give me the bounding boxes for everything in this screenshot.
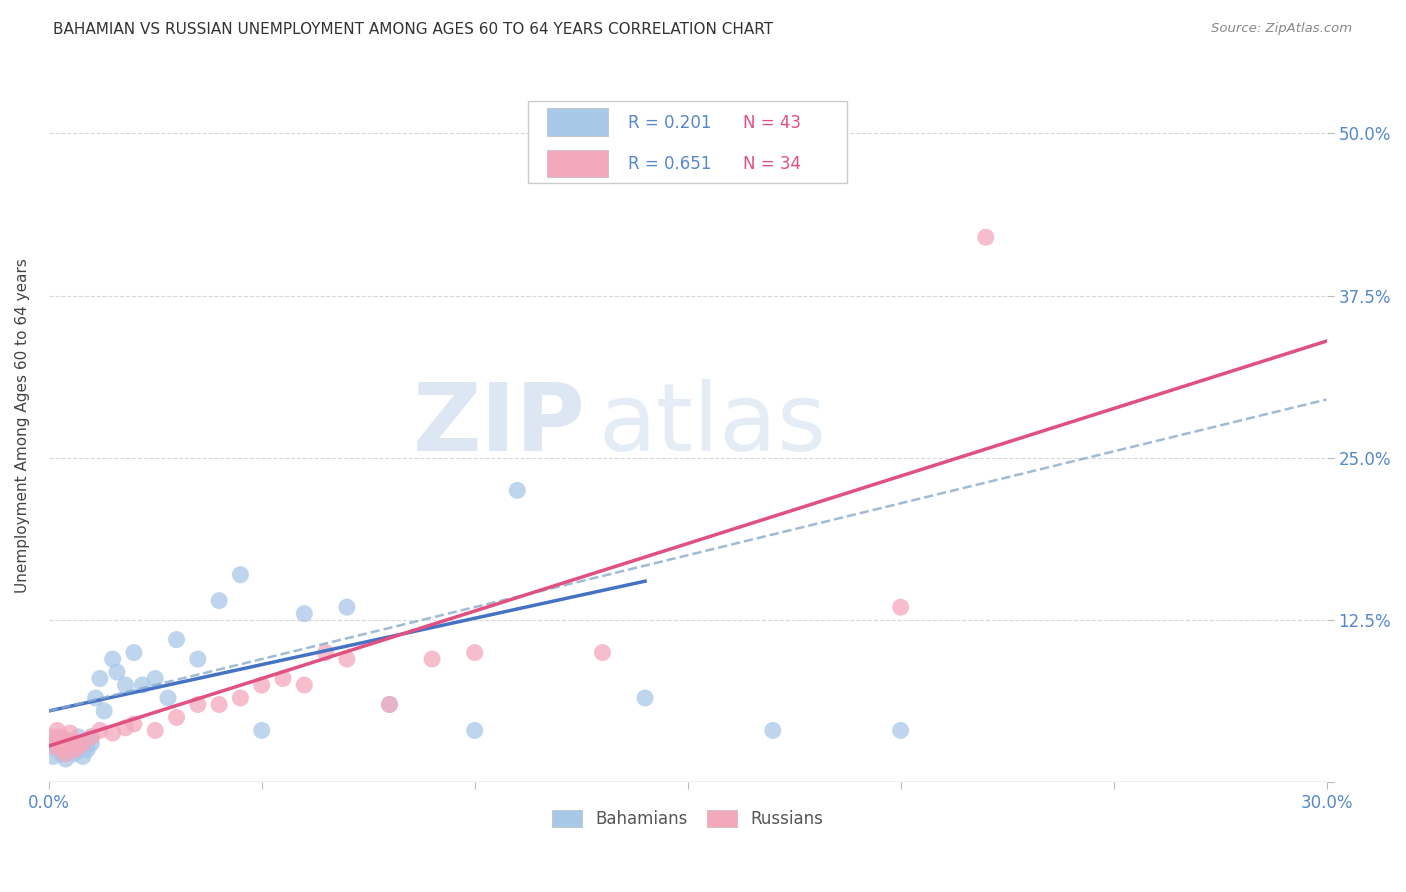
Point [420, 652, 443, 666]
Point [378, 698, 401, 712]
Point [336, 652, 359, 666]
Point [506, 483, 529, 498]
Point [315, 646, 337, 660]
Point [122, 646, 145, 660]
Point [42, 749, 65, 764]
Text: Source: ZipAtlas.com: Source: ZipAtlas.com [1212, 22, 1353, 36]
Point [166, 710, 188, 724]
Point [55, 734, 77, 748]
Point [229, 567, 252, 582]
Point [51, 743, 73, 757]
Point [101, 726, 124, 740]
Point [166, 632, 188, 647]
Text: R = 0.651: R = 0.651 [627, 155, 711, 173]
Point [634, 690, 657, 705]
Point [114, 721, 136, 735]
Point [63, 739, 86, 753]
Point [72, 736, 94, 750]
Point [271, 672, 294, 686]
Point [80, 730, 103, 744]
Point [67, 730, 90, 744]
Point [890, 723, 912, 738]
Point [208, 698, 231, 712]
Point [59, 743, 82, 757]
Point [378, 698, 401, 712]
Point [67, 743, 90, 757]
Point [89, 672, 111, 686]
Text: N = 43: N = 43 [742, 114, 800, 132]
Point [63, 743, 86, 757]
Point [46, 723, 69, 738]
Point [76, 739, 98, 753]
Point [143, 723, 166, 738]
Point [72, 736, 94, 750]
Point [46, 736, 69, 750]
Point [336, 600, 359, 615]
Point [46, 730, 69, 744]
Point [93, 704, 115, 718]
Point [42, 736, 65, 750]
Point [101, 652, 124, 666]
Point [890, 600, 912, 615]
Point [72, 749, 94, 764]
Point [114, 678, 136, 692]
Point [974, 230, 997, 244]
Point [131, 678, 153, 692]
FancyBboxPatch shape [527, 101, 848, 183]
Text: BAHAMIAN VS RUSSIAN UNEMPLOYMENT AMONG AGES 60 TO 64 YEARS CORRELATION CHART: BAHAMIAN VS RUSSIAN UNEMPLOYMENT AMONG A… [53, 22, 773, 37]
Point [63, 747, 86, 761]
Point [51, 747, 73, 761]
Point [156, 690, 179, 705]
FancyBboxPatch shape [547, 150, 609, 178]
Point [59, 734, 82, 748]
Point [229, 690, 252, 705]
Point [59, 726, 82, 740]
Point [42, 739, 65, 753]
Y-axis label: Unemployment Among Ages 60 to 64 years: Unemployment Among Ages 60 to 64 years [15, 258, 30, 593]
Point [292, 678, 315, 692]
Point [89, 723, 111, 738]
Point [464, 646, 486, 660]
Point [55, 747, 77, 761]
Point [250, 723, 273, 738]
Point [80, 730, 103, 744]
Point [187, 698, 209, 712]
Point [51, 730, 73, 744]
Point [67, 739, 90, 753]
Point [105, 665, 128, 679]
Text: R = 0.201: R = 0.201 [627, 114, 711, 132]
Point [76, 743, 98, 757]
Point [143, 672, 166, 686]
Point [84, 690, 107, 705]
Text: ZIP: ZIP [412, 379, 585, 472]
Point [208, 593, 231, 607]
Point [250, 678, 273, 692]
Point [80, 736, 103, 750]
Point [592, 646, 614, 660]
Legend: Bahamians, Russians: Bahamians, Russians [546, 803, 831, 835]
Point [187, 652, 209, 666]
Point [55, 752, 77, 766]
Point [122, 717, 145, 731]
Point [51, 739, 73, 753]
FancyBboxPatch shape [547, 109, 609, 136]
Point [762, 723, 785, 738]
Text: atlas: atlas [598, 379, 827, 472]
Point [464, 723, 486, 738]
Text: N = 34: N = 34 [742, 155, 800, 173]
Point [42, 730, 65, 744]
Point [59, 736, 82, 750]
Point [46, 743, 69, 757]
Point [55, 739, 77, 753]
Point [292, 607, 315, 621]
